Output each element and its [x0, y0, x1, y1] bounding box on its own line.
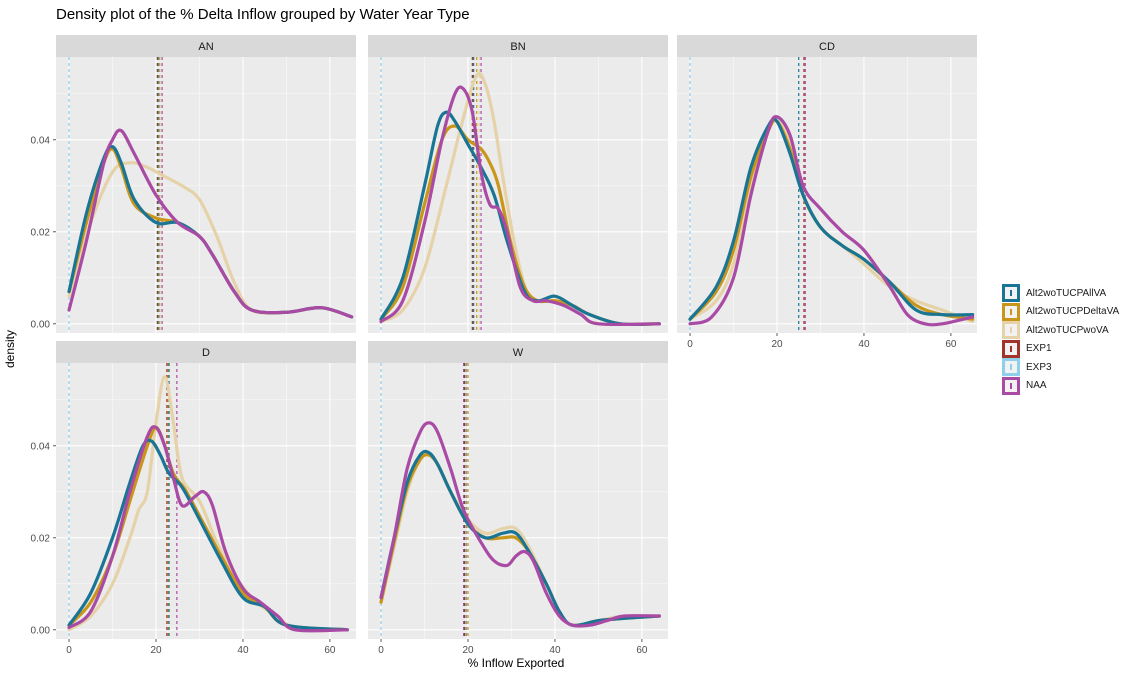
legend-item-alt2wotucpallva: Alt2woTUCPAllVA	[1002, 284, 1119, 303]
density-curve-naa	[688, 115, 975, 327]
x-tick-label: 60	[636, 645, 648, 656]
facet-panel-bn: BN	[368, 35, 668, 333]
x-tick-label: 20	[771, 339, 783, 350]
facet-panel-d: D 0.00 0.02 0.04 0 20 40 60	[31, 341, 356, 656]
legend-key-swatch	[1002, 358, 1020, 377]
facet-strip	[56, 341, 356, 363]
x-tick-label: 20	[462, 645, 474, 656]
legend-item-exp1: EXP1	[1002, 339, 1119, 359]
facet-strip-label: CD	[819, 41, 835, 53]
y-tick-label: 0.04	[31, 135, 51, 146]
legend-key-swatch	[1002, 376, 1020, 395]
panel-background	[56, 363, 356, 639]
facet-strip	[56, 35, 356, 57]
panel-background	[56, 57, 356, 333]
legend-label: NAA	[1026, 380, 1047, 392]
x-tick-label: 60	[945, 339, 957, 350]
legend-item-exp3: EXP3	[1002, 358, 1119, 377]
x-tick-label: 60	[324, 645, 336, 656]
density-curve-naa	[67, 425, 349, 633]
density-curve-alt2wotucpallva	[379, 110, 661, 327]
legend-item-naa: NAA	[1002, 376, 1119, 396]
y-tick-label: 0.04	[31, 441, 51, 452]
y-axis-title: density	[3, 330, 17, 368]
legend-label: Alt2woTUCPAllVA	[1026, 287, 1107, 299]
x-axis-title: % Inflow Exported	[468, 656, 565, 670]
legend-key-swatch	[1002, 339, 1020, 358]
facet-strip	[368, 341, 668, 363]
density-curve-naa	[67, 128, 354, 319]
density-curve-alt2wotucpallva	[67, 438, 349, 632]
density-curve-alt2wotucpallva	[688, 117, 975, 321]
legend-key-swatch	[1002, 302, 1020, 321]
facet-strip-label: AN	[198, 41, 213, 53]
legend-label: Alt2woTUCPDeltaVA	[1026, 306, 1120, 318]
x-tick-label: 0	[378, 645, 384, 656]
panel-background	[677, 57, 977, 333]
facet-panel-cd: CD 0 20 40 60	[677, 35, 977, 350]
x-tick-label: 40	[858, 339, 870, 350]
density-curve-naa	[379, 85, 661, 327]
facet-strip	[368, 35, 668, 57]
facet-strip-label: BN	[510, 41, 525, 53]
density-curve-naa	[379, 421, 661, 628]
y-tick-label: 0.00	[31, 625, 51, 636]
facet-strip-label: D	[202, 347, 210, 359]
y-tick-label: 0.02	[31, 533, 51, 544]
legend-key-swatch	[1002, 321, 1020, 340]
chart-title: Density plot of the % Delta Inflow group…	[56, 6, 470, 23]
panel-background	[368, 363, 668, 639]
facet-strip-label: W	[513, 347, 524, 359]
legend-label: EXP3	[1026, 361, 1052, 373]
x-tick-label: 0	[66, 645, 72, 656]
legend-item-alt2wotucpwova: Alt2woTUCPwoVA	[1002, 321, 1119, 340]
y-tick-label: 0.00	[31, 319, 51, 330]
legend: Alt2woTUCPAllVA Alt2woTUCPDeltaVA Alt2woTU…	[1002, 284, 1119, 395]
x-tick-label: 0	[687, 339, 693, 350]
facet-panel-an: AN 0.00 0.02 0.04	[31, 35, 356, 333]
facet-panel-w: W 0 20 40 60	[368, 341, 668, 656]
x-tick-label: 40	[549, 645, 561, 656]
x-tick-label: 20	[150, 645, 162, 656]
legend-label: Alt2woTUCPwoVA	[1026, 324, 1109, 336]
facet-strip	[677, 35, 977, 57]
y-tick-label: 0.02	[31, 227, 51, 238]
x-tick-label: 40	[237, 645, 249, 656]
legend-label: EXP1	[1026, 343, 1052, 355]
legend-item-alt2wotucpdeltava: Alt2woTUCPDeltaVA	[1002, 302, 1120, 322]
legend-key-swatch	[1002, 284, 1020, 303]
